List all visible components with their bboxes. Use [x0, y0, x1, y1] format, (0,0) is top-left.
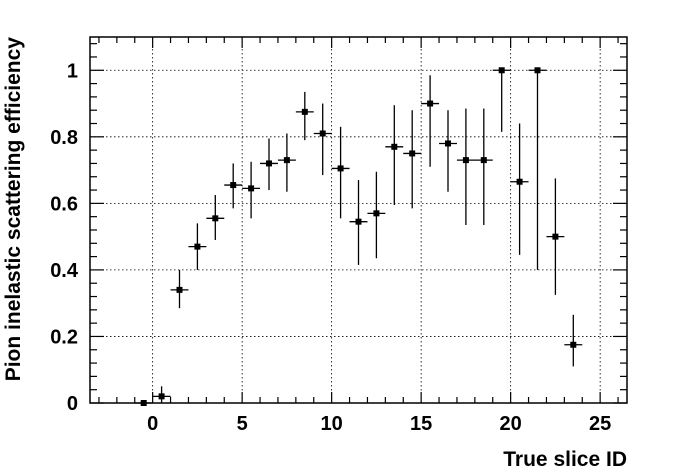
data-point: [295, 91, 314, 141]
data-point: [188, 223, 207, 270]
data-marker: [319, 130, 326, 137]
data-points: [134, 67, 583, 406]
data-point: [170, 269, 189, 309]
x-tick-label: 10: [321, 413, 343, 435]
data-marker: [194, 243, 201, 250]
data-point: [474, 108, 493, 225]
x-tick-label: 0: [147, 413, 158, 435]
x-axis-title: True slice ID: [503, 448, 627, 471]
data-point: [546, 178, 565, 295]
data-point: [510, 123, 529, 255]
x-tick-label: 5: [237, 413, 248, 435]
data-marker: [176, 286, 183, 293]
x-tick-labels: 0 5 10 15 20 25: [147, 413, 611, 435]
data-marker: [158, 393, 165, 400]
data-point: [224, 163, 243, 209]
data-marker: [248, 185, 255, 192]
data-marker: [266, 160, 272, 167]
data-marker: [498, 67, 505, 74]
data-point: [242, 161, 261, 219]
data-marker: [355, 218, 362, 225]
data-point: [385, 105, 404, 206]
y-tick-label: 0.4: [50, 260, 79, 282]
data-marker: [409, 150, 416, 157]
data-point: [439, 110, 457, 192]
data-marker: [373, 210, 380, 217]
data-marker: [462, 157, 469, 164]
axis-ticks: [90, 37, 627, 404]
data-marker: [552, 233, 559, 240]
data-point: [564, 314, 583, 367]
data-point: [492, 67, 511, 132]
data-marker: [445, 140, 451, 147]
x-tick-label: 20: [500, 413, 522, 435]
data-marker: [534, 67, 541, 74]
plot-frame: [89, 36, 628, 404]
y-tick-label: 1: [67, 60, 78, 82]
y-axis-title: Pion inelastic scattering efficiency: [2, 37, 25, 382]
data-point: [403, 110, 422, 209]
data-marker: [337, 165, 344, 172]
data-marker: [391, 143, 398, 150]
data-point: [456, 108, 475, 225]
data-marker: [480, 157, 487, 164]
data-point: [528, 67, 547, 270]
y-tick-label: 0.6: [50, 193, 78, 215]
data-point: [277, 133, 296, 192]
y-tick-label: 0: [67, 393, 78, 415]
data-marker: [230, 182, 237, 189]
data-point: [206, 195, 225, 240]
data-point: [152, 386, 171, 403]
data-point: [349, 180, 368, 265]
x-tick-label: 25: [589, 413, 611, 435]
data-marker: [570, 341, 577, 348]
data-point: [421, 75, 440, 167]
y-tick-label: 0.8: [50, 127, 78, 149]
data-marker: [212, 215, 219, 222]
data-marker: [301, 108, 308, 115]
x-tick-label: 15: [410, 413, 432, 435]
data-point: [367, 171, 386, 259]
data-point: [331, 126, 350, 219]
data-marker: [516, 178, 523, 185]
data-point: [313, 103, 332, 176]
data-point: [260, 138, 278, 191]
data-marker: [283, 157, 290, 164]
y-tick-label: 0.2: [50, 326, 78, 348]
y-tick-labels: 0 0.2 0.4 0.6 0.8 1: [50, 60, 79, 415]
data-marker: [427, 100, 434, 107]
